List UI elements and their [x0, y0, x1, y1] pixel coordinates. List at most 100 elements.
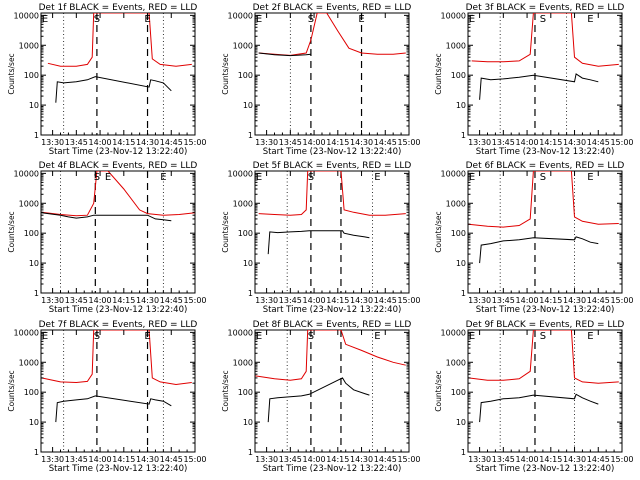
x-tick-label: 14:45 [587, 296, 610, 305]
y-axis-title: Counts/sec [7, 53, 16, 94]
x-tick-label: 13:30 [41, 296, 64, 305]
y-tick-label: 1000 [19, 199, 39, 208]
marker-s: S [540, 172, 546, 183]
plot-frame [40, 329, 196, 453]
marker-e: E [587, 14, 593, 25]
x-tick-label: 14:00 [303, 296, 326, 305]
x-tick-label: 15:00 [183, 296, 206, 305]
data-layer [471, 13, 619, 100]
marker-s: S [308, 331, 314, 342]
x-tick-label: 14:45 [374, 296, 397, 305]
x-axis-title: Start Time (23-Nov-12 13:22:40) [49, 464, 188, 474]
x-tick-label: 15:00 [397, 138, 420, 147]
x-tick-label: 13:45 [65, 138, 88, 147]
x-tick-label: 13:30 [468, 455, 491, 464]
events-series-line [55, 395, 172, 423]
plot-frame [467, 170, 623, 294]
lld-series-line [47, 13, 192, 67]
marker-e: E [374, 331, 380, 342]
x-axis-title: Start Time (23-Nov-12 13:22:40) [476, 147, 615, 157]
plot-frame [40, 12, 196, 136]
y-tick-label: 1000 [19, 41, 39, 50]
marker-s: S [540, 331, 546, 342]
marker-e: E [42, 331, 48, 342]
x-tick-label: 14:30 [136, 296, 159, 305]
y-tick-label: 10000 [228, 11, 253, 20]
x-tick-label: 15:00 [397, 296, 420, 305]
marker-s: S [94, 331, 100, 342]
lld-series-line [41, 330, 192, 386]
panel-title: Det 9f BLACK = Events, RED = LLD [466, 320, 625, 330]
marker-e: E [587, 331, 593, 342]
panel-title: Det 5f BLACK = Events, RED = LLD [253, 161, 412, 171]
x-axis-title: Start Time (23-Nov-12 13:22:40) [263, 464, 402, 474]
y-axis-title: Counts/sec [7, 211, 16, 252]
marker-e: E [144, 14, 150, 25]
x-tick-label: 13:30 [468, 296, 491, 305]
marker-e: E [42, 14, 48, 25]
x-tick-label: 13:30 [255, 138, 278, 147]
y-tick-label: 100 [451, 71, 466, 80]
y-axis-title: Counts/sec [434, 211, 443, 252]
x-tick-label: 14:30 [350, 455, 373, 464]
x-axis-title: Start Time (23-Nov-12 13:22:40) [476, 464, 615, 474]
marker-e: E [358, 14, 364, 25]
y-tick-label: 10 [456, 101, 466, 110]
y-tick-label: 10000 [228, 328, 253, 337]
marker-s: S [94, 14, 100, 25]
x-tick-label: 15:00 [183, 138, 206, 147]
data-layer [41, 171, 195, 222]
x-axis-title: Start Time (23-Nov-12 13:22:40) [49, 147, 188, 157]
data-layer [41, 330, 192, 423]
y-tick-label: 10 [29, 418, 39, 427]
x-tick-label: 14:00 [516, 138, 539, 147]
y-tick-label: 1 [34, 289, 39, 298]
y-tick-label: 1000 [233, 199, 253, 208]
x-tick-label: 13:45 [65, 455, 88, 464]
plot-frame [467, 12, 623, 136]
y-axis-title: Counts/sec [221, 53, 230, 94]
events-series-line [267, 230, 370, 255]
x-tick-label: 15:00 [183, 455, 206, 464]
x-tick-label: 14:00 [303, 455, 326, 464]
y-tick-label: 1 [248, 448, 253, 457]
x-tick-label: 14:15 [112, 455, 135, 464]
y-axis-title: Counts/sec [434, 370, 443, 411]
x-tick-label: 14:30 [136, 138, 159, 147]
y-tick-label: 10 [243, 418, 253, 427]
y-tick-label: 1 [461, 131, 466, 140]
events-series-line [267, 377, 370, 423]
data-layer [468, 330, 619, 423]
y-tick-label: 10 [29, 259, 39, 268]
x-tick-label: 14:00 [89, 138, 112, 147]
x-axis-title: Start Time (23-Nov-12 13:22:40) [263, 305, 402, 315]
y-tick-label: 100 [451, 229, 466, 238]
x-tick-label: 13:45 [279, 455, 302, 464]
x-tick-label: 14:15 [112, 296, 135, 305]
y-tick-label: 1 [461, 448, 466, 457]
y-tick-label: 10 [456, 259, 466, 268]
marker-e: E [160, 172, 166, 183]
panel-title: Det 1f BLACK = Events, RED = LLD [39, 3, 198, 13]
marker-e: E [469, 172, 475, 183]
x-tick-label: 14:15 [539, 138, 562, 147]
x-tick-label: 13:30 [41, 138, 64, 147]
lld-series-line [258, 13, 406, 56]
x-axis-title: Start Time (23-Nov-12 13:22:40) [476, 305, 615, 315]
y-axis-title: Counts/sec [434, 53, 443, 94]
panel-title: Det 8f BLACK = Events, RED = LLD [253, 320, 412, 330]
plot-frame [254, 12, 410, 136]
x-axis-title: Start Time (23-Nov-12 13:22:40) [49, 305, 188, 315]
y-tick-label: 1000 [233, 41, 253, 50]
y-tick-label: 1 [461, 289, 466, 298]
events-series-line [41, 212, 172, 222]
events-series-line [258, 52, 311, 57]
x-tick-label: 13:45 [492, 455, 515, 464]
x-tick-label: 14:45 [587, 138, 610, 147]
